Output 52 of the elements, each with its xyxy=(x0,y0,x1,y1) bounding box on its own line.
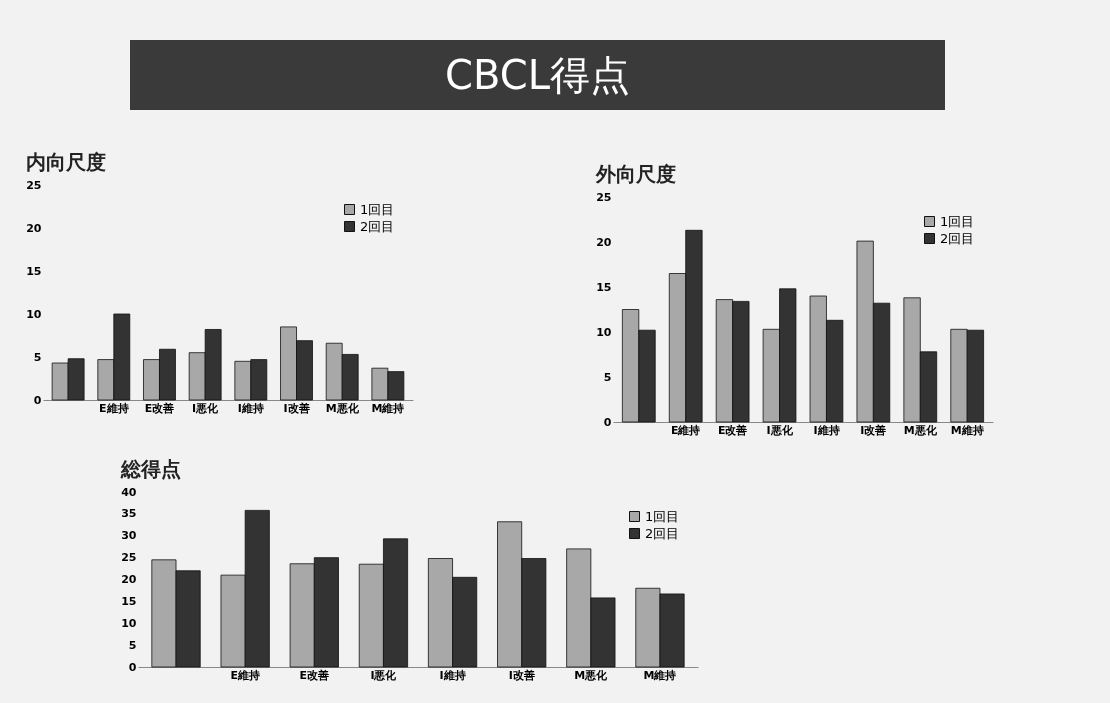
x-tick-label: I改善 xyxy=(508,668,535,682)
x-tick-label: M維持 xyxy=(371,401,405,415)
y-tick-label: 0 xyxy=(603,415,612,429)
chart-title: 内向尺度 xyxy=(25,150,106,174)
y-tick-label: 40 xyxy=(121,485,137,499)
y-tick-label: 10 xyxy=(596,325,612,339)
x-tick-label: I改善 xyxy=(860,423,887,437)
x-tick-label: M維持 xyxy=(643,668,677,682)
text: CBCL得点 xyxy=(130,40,945,110)
chart-title: 総得点 xyxy=(119,457,181,481)
x-tick-label: M悪化 xyxy=(574,668,609,682)
y-tick-label: 5 xyxy=(128,638,137,652)
x-tick-label: I悪化 xyxy=(766,423,794,437)
legend-label: 2回目 xyxy=(940,230,975,246)
x-tick-label: E改善 xyxy=(299,668,330,682)
legend-label: 2回目 xyxy=(645,525,680,541)
x-tick-label: M悪化 xyxy=(325,401,360,415)
x-tick-label: M維持 xyxy=(950,423,984,437)
y-tick-label: 30 xyxy=(121,529,137,543)
y-tick-label: 15 xyxy=(121,594,137,608)
x-tick-label: E改善 xyxy=(717,423,748,437)
x-tick-label: M悪化 xyxy=(903,423,938,437)
legend-label: 1回目 xyxy=(645,508,680,524)
y-tick-label: 5 xyxy=(603,370,612,384)
y-tick-label: 35 xyxy=(121,507,137,521)
x-tick-label: I悪化 xyxy=(192,401,220,415)
y-tick-label: 20 xyxy=(26,221,42,235)
x-tick-label: I維持 xyxy=(439,668,466,682)
x-tick-label: I維持 xyxy=(813,423,840,437)
legend-label: 1回目 xyxy=(360,201,395,217)
y-tick-label: 0 xyxy=(33,393,42,407)
x-tick-label: I悪化 xyxy=(370,668,398,682)
y-tick-label: 25 xyxy=(26,178,42,192)
x-tick-label: I改善 xyxy=(283,401,310,415)
y-tick-label: 0 xyxy=(128,660,137,674)
y-tick-label: 20 xyxy=(121,573,137,586)
y-tick-label: 20 xyxy=(596,235,612,249)
y-tick-label: 15 xyxy=(26,264,42,278)
x-tick-label: E改善 xyxy=(144,401,175,415)
x-tick-label: I維持 xyxy=(237,401,264,415)
x-tick-label: E維持 xyxy=(230,668,260,682)
y-tick-label: 25 xyxy=(121,551,137,565)
y-tick-label: 15 xyxy=(596,280,612,294)
y-tick-label: 10 xyxy=(121,616,137,630)
chart-title: 外向尺度 xyxy=(594,162,676,186)
y-tick-label: 25 xyxy=(596,190,612,204)
y-tick-label: 10 xyxy=(26,307,42,321)
x-tick-label: E維持 xyxy=(99,401,129,415)
x-tick-label: E維持 xyxy=(670,423,701,437)
legend-label: 1回目 xyxy=(940,213,975,229)
y-tick-label: 5 xyxy=(33,350,42,364)
legend-label: 2回目 xyxy=(360,218,395,234)
